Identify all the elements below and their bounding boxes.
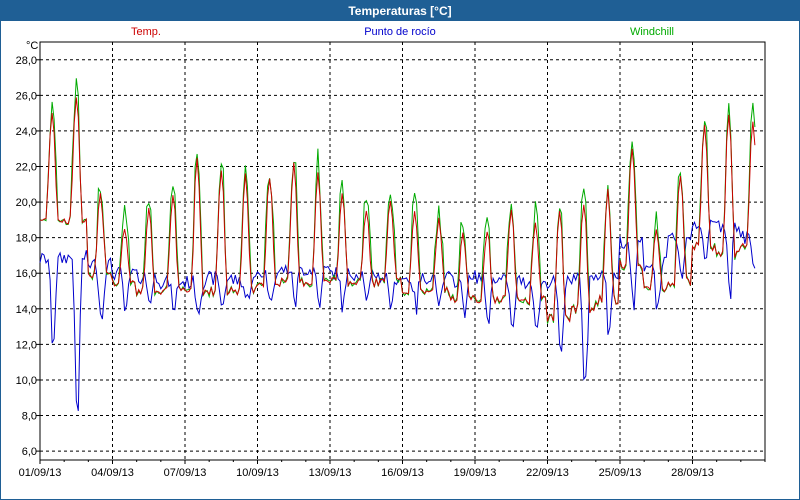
series-dew-point — [39, 219, 756, 411]
x-tick-label: 04/09/13 — [91, 467, 134, 479]
x-tick-label: 10/09/13 — [236, 467, 279, 479]
y-tick-label: 10,0 — [16, 375, 37, 387]
x-tick-label: 13/09/13 — [309, 467, 352, 479]
y-tick-label: 16,0 — [16, 268, 37, 280]
x-tick-label: 16/09/13 — [381, 467, 424, 479]
legend-temp: Temp. — [131, 26, 161, 38]
x-tick-label: 25/09/13 — [599, 467, 642, 479]
x-tick-label: 28/09/13 — [671, 467, 714, 479]
y-axis-unit: °C — [26, 40, 38, 52]
grid-layer — [39, 41, 766, 461]
y-tick-label: 12,0 — [16, 339, 37, 351]
window-title: Temperaturas [°C] — [0, 0, 800, 21]
legend-windchill: Windchill — [630, 26, 674, 38]
x-tick-label: 07/09/13 — [164, 467, 207, 479]
y-tick-label: 8,0 — [22, 411, 37, 423]
x-tick-label: 01/09/13 — [19, 467, 62, 479]
x-tick-label: 22/09/13 — [526, 467, 569, 479]
series-temp — [39, 97, 756, 323]
y-tick-label: 14,0 — [16, 304, 37, 316]
legend-dew-point: Punto de rocío — [364, 26, 436, 38]
y-tick-label: 24,0 — [16, 126, 37, 138]
y-tick-label: 20,0 — [16, 197, 37, 209]
axis-layer: 28,0 26,0 24,0 22,0 20,0 18,0 16,0 14,0 12,0 10,0… — [16, 55, 766, 479]
series-layer — [39, 78, 756, 411]
y-tick-label: 18,0 — [16, 233, 37, 245]
y-tick-label: 22,0 — [16, 162, 37, 174]
series-windchill — [39, 78, 756, 324]
y-tick-label: 26,0 — [16, 90, 37, 102]
y-tick-label: 28,0 — [16, 55, 37, 67]
x-tick-label: 19/09/13 — [454, 467, 497, 479]
y-tick-label: 6,0 — [22, 446, 37, 458]
